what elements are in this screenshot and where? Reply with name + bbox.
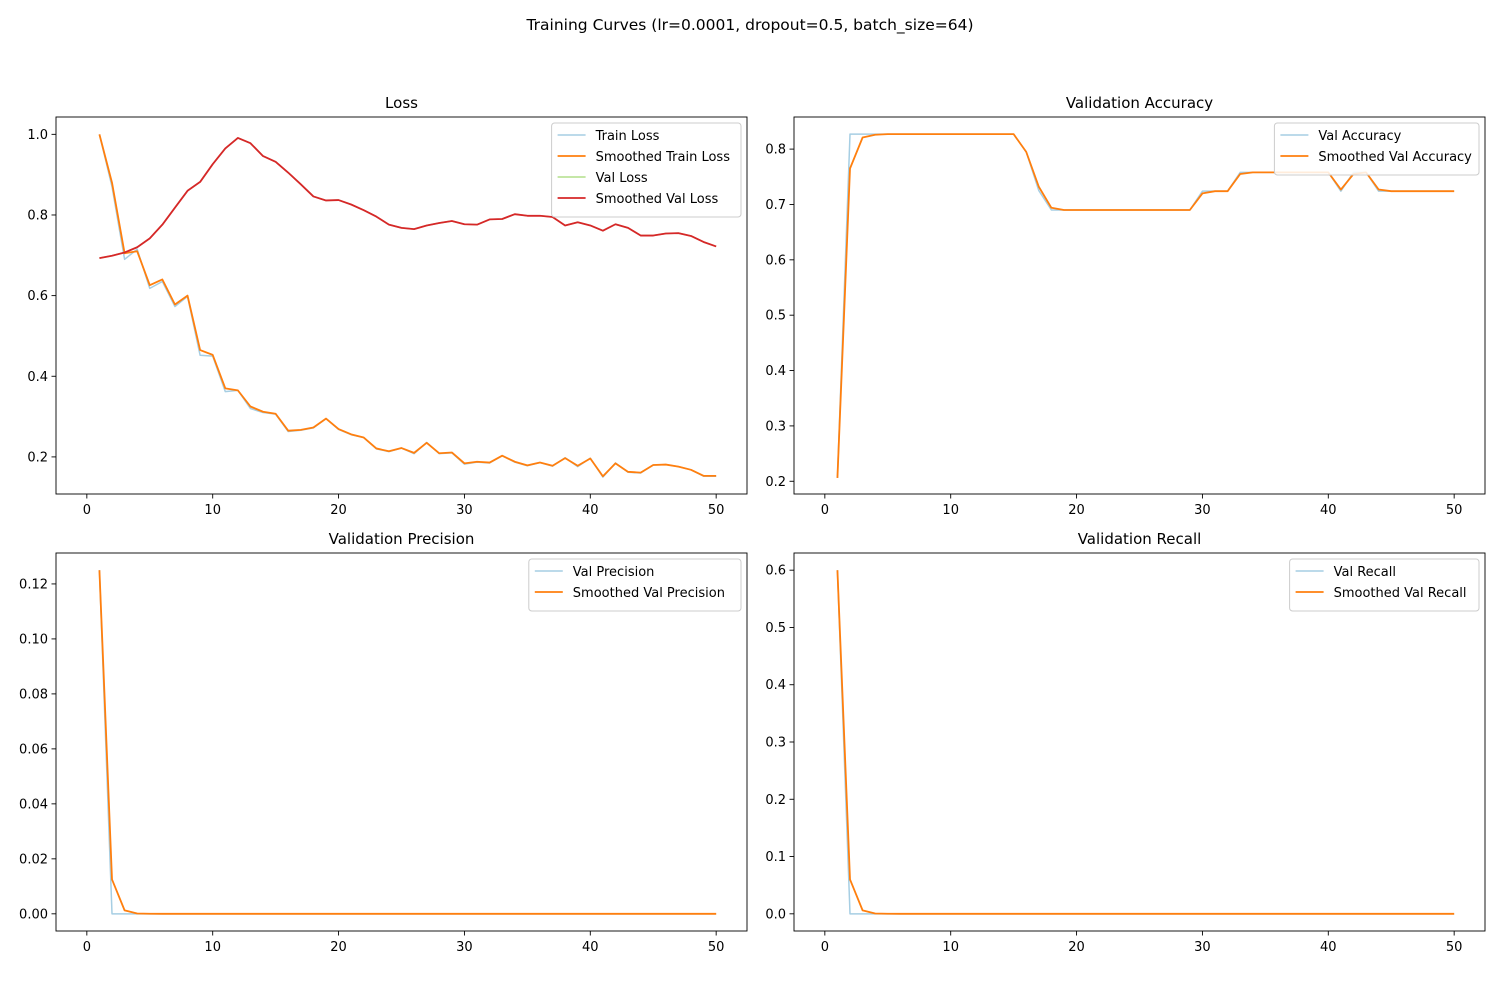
legend-entry: Smoothed Val Recall <box>1334 586 1467 601</box>
x-tick-label: 10 <box>204 940 221 955</box>
y-tick-label: 0.2 <box>27 450 48 465</box>
y-tick-label: 0.3 <box>765 736 786 751</box>
x-tick-label: 30 <box>456 503 473 518</box>
y-tick-label: 0.0 <box>765 907 786 922</box>
legend: Val Precision Smoothed Val Precision <box>528 558 742 612</box>
y-tick-label: 0.2 <box>765 475 786 490</box>
y-tick-label: 0.06 <box>19 742 48 757</box>
x-tick-label: 50 <box>1446 503 1463 518</box>
x-tick-label: 0 <box>83 940 91 955</box>
y-tick-label: 1.0 <box>27 128 48 143</box>
x-tick-label: 40 <box>582 940 599 955</box>
subplot-loss: Loss 0 10 20 30 40 50 0.2 0.4 0.6 0.8 1.0 Train Loss… <box>27 94 748 518</box>
subplot-validation-accuracy: Validation Accuracy 0 10 20 30 40 50 0.2 0.3 0.4 0… <box>765 94 1486 518</box>
x-tick-label: 10 <box>942 503 959 518</box>
y-tick-label: 0.3 <box>765 419 786 434</box>
series-line-smoothed-val-accuracy <box>836 133 1455 478</box>
y-tick-label: 0.1 <box>765 850 786 865</box>
legend: Val Recall Smoothed Val Recall <box>1289 558 1480 612</box>
legend-entry: Smoothed Val Accuracy <box>1318 150 1472 165</box>
axes-frame <box>793 116 1486 495</box>
y-tick-label: 0.7 <box>765 198 786 213</box>
y-tick-label: 0.5 <box>765 309 786 324</box>
legend-entry: Val Precision <box>573 565 655 580</box>
series-line-val-accuracy <box>836 133 1455 478</box>
y-tick-label: 0.5 <box>765 621 786 636</box>
legend-box <box>1289 558 1480 612</box>
y-tick-label: 0.6 <box>27 289 48 304</box>
subplot-title: Validation Accuracy <box>1066 94 1213 112</box>
y-tick-label: 0.00 <box>19 907 48 922</box>
y-tick-label: 0.2 <box>765 793 786 808</box>
legend-entry: Smoothed Val Loss <box>596 192 719 207</box>
axes-frame <box>55 116 748 495</box>
x-tick-label: 0 <box>83 503 91 518</box>
y-tick-label: 0.4 <box>765 364 786 379</box>
legend-box <box>528 558 742 612</box>
x-tick-label: 0 <box>821 940 829 955</box>
x-tick-label: 50 <box>708 940 725 955</box>
x-tick-label: 40 <box>582 503 599 518</box>
axes-frame <box>55 552 748 932</box>
legend: Train Loss Smoothed Train Loss Val Loss Smo… <box>551 122 742 218</box>
y-tick-label: 0.10 <box>19 632 48 647</box>
y-tick-label: 0.04 <box>19 797 48 812</box>
x-tick-label: 10 <box>204 503 221 518</box>
x-tick-label: 50 <box>708 503 725 518</box>
legend-entry: Val Loss <box>596 171 648 186</box>
x-tick-label: 30 <box>456 940 473 955</box>
y-tick-label: 0.6 <box>765 564 786 579</box>
x-tick-label: 20 <box>330 940 347 955</box>
series-line-val-recall <box>836 570 1455 915</box>
legend-entry: Val Recall <box>1334 565 1396 580</box>
legend-box <box>551 122 742 218</box>
subplot-validation-recall: Validation Recall 0 10 20 30 40 50 0.0 0.1 0.2 0.3… <box>765 530 1486 955</box>
x-tick-label: 20 <box>330 503 347 518</box>
y-tick-label: 0.6 <box>765 253 786 268</box>
y-tick-label: 0.4 <box>765 678 786 693</box>
y-tick-label: 0.12 <box>19 577 48 592</box>
x-tick-label: 20 <box>1068 503 1085 518</box>
y-tick-label: 0.02 <box>19 852 48 867</box>
y-tick-label: 0.4 <box>27 370 48 385</box>
subplot-title: Validation Precision <box>329 530 475 548</box>
x-tick-label: 50 <box>1446 940 1463 955</box>
legend: Val Accuracy Smoothed Val Accuracy <box>1273 122 1480 176</box>
y-tick-label: 0.8 <box>27 208 48 223</box>
x-tick-label: 10 <box>942 940 959 955</box>
legend-entry: Train Loss <box>595 129 660 144</box>
x-tick-label: 30 <box>1194 503 1211 518</box>
y-tick-label: 0.8 <box>765 143 786 158</box>
x-tick-label: 20 <box>1068 940 1085 955</box>
legend-box <box>1273 122 1480 176</box>
series-line-smoothed-val-recall <box>836 570 1455 915</box>
x-tick-label: 0 <box>821 503 829 518</box>
legend-entry: Val Accuracy <box>1318 129 1401 144</box>
legend-entry: Smoothed Train Loss <box>596 150 731 165</box>
subplot-validation-precision: Validation Precision 0 10 20 30 40 50 0.00 0.02 0… <box>19 530 748 955</box>
series-line-smoothed-val-precision <box>98 570 717 915</box>
x-tick-label: 40 <box>1320 503 1337 518</box>
series-line-smoothed-train-loss <box>98 134 717 478</box>
y-tick-label: 0.08 <box>19 687 48 702</box>
x-tick-label: 30 <box>1194 940 1211 955</box>
subplot-title: Validation Recall <box>1078 530 1202 548</box>
legend-entry: Smoothed Val Precision <box>573 586 725 601</box>
figure-title: Training Curves (lr=0.0001, dropout=0.5,… <box>526 16 974 34</box>
series-line-val-precision <box>98 570 717 915</box>
x-tick-label: 40 <box>1320 940 1337 955</box>
series-line-smoothed-val-loss <box>99 137 717 260</box>
subplot-title: Loss <box>385 94 418 112</box>
